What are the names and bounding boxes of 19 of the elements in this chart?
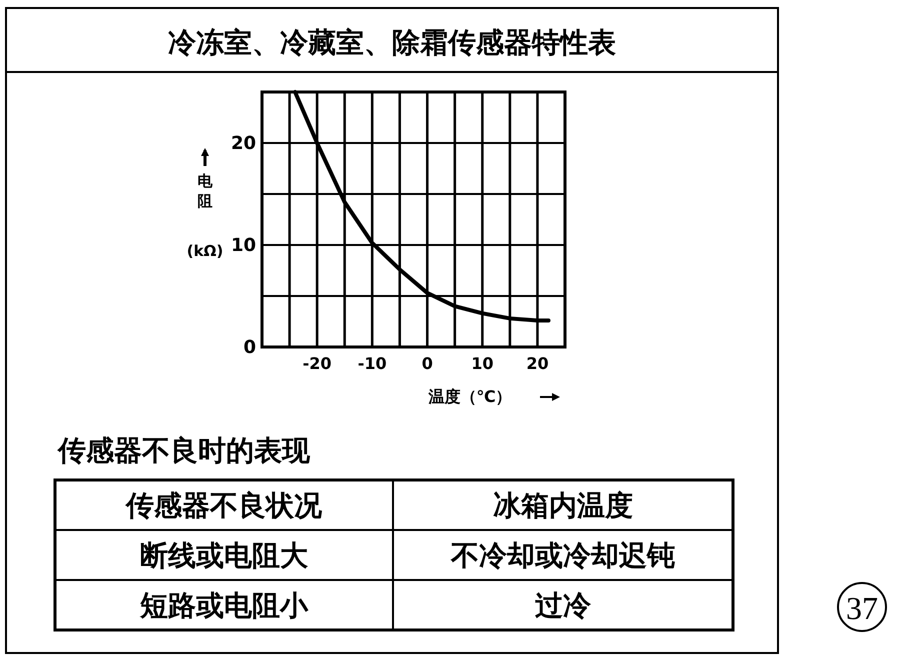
x-tick-label: -20 <box>302 354 332 373</box>
y-tick-label: 0 <box>243 337 256 358</box>
y-tick-label: 10 <box>230 235 256 256</box>
text: 不冷却或冷却迟钝 <box>450 539 675 572</box>
text: 电阻 (kΩ) <box>186 172 224 260</box>
text: 37 <box>846 590 878 626</box>
text: 冰箱内温度 <box>493 489 633 522</box>
text: 短路或电阻小 <box>139 589 309 622</box>
x-axis-title: 温度（℃） <box>427 387 512 406</box>
y-tick-label: 20 <box>230 133 256 154</box>
x-tick-label: 20 <box>526 354 549 373</box>
text: 传感器不良时的表现 <box>57 434 311 467</box>
x-tick-label: -10 <box>358 354 387 373</box>
x-tick-label: 0 <box>422 354 433 373</box>
chart-title: 冷冻室、冷藏室、除霜传感器特性表 <box>168 26 616 59</box>
text: 过冷 <box>534 589 592 622</box>
text: 传感器不良状况 <box>125 489 323 522</box>
x-tick-label: 10 <box>471 354 494 373</box>
text: 断线或电阻大 <box>140 539 309 572</box>
